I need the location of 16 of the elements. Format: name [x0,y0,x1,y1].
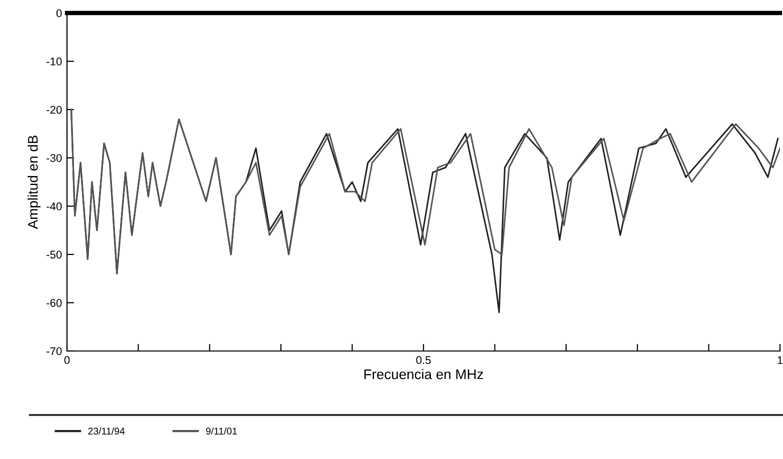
y-tick-label: -60 [46,298,62,307]
x-axis-title: Frecuencia en MHz [364,368,484,380]
y-axis-title: Amplitud en dB [28,136,41,230]
y-tick-label: -10 [46,58,62,66]
legend-label: 23/11/94 [88,427,125,435]
x-tick-label: 0 [64,356,70,364]
line-series [70,108,780,275]
y-tick-label: 0 [56,9,62,18]
y-tick-label: -50 [46,250,62,259]
x-tick-label: 1 [778,356,783,364]
y-tick-label: -40 [46,202,62,210]
y-tick-label: -20 [46,106,62,114]
y-tick-label: -70 [46,347,62,356]
y-tick-label: -30 [46,154,62,162]
legend-label: 9/11/01 [206,427,237,435]
x-tick-label: 0.5 [416,356,431,364]
